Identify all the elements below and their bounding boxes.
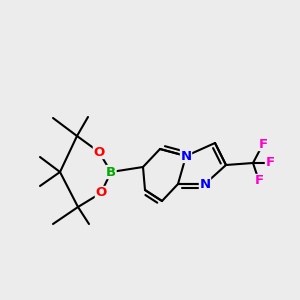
Text: O: O [95, 187, 106, 200]
Text: F: F [258, 137, 268, 151]
Text: N: N [180, 149, 192, 163]
Text: O: O [93, 146, 105, 158]
Text: N: N [200, 178, 211, 190]
Text: B: B [106, 166, 116, 178]
Text: F: F [254, 175, 264, 188]
Text: F: F [266, 157, 274, 169]
